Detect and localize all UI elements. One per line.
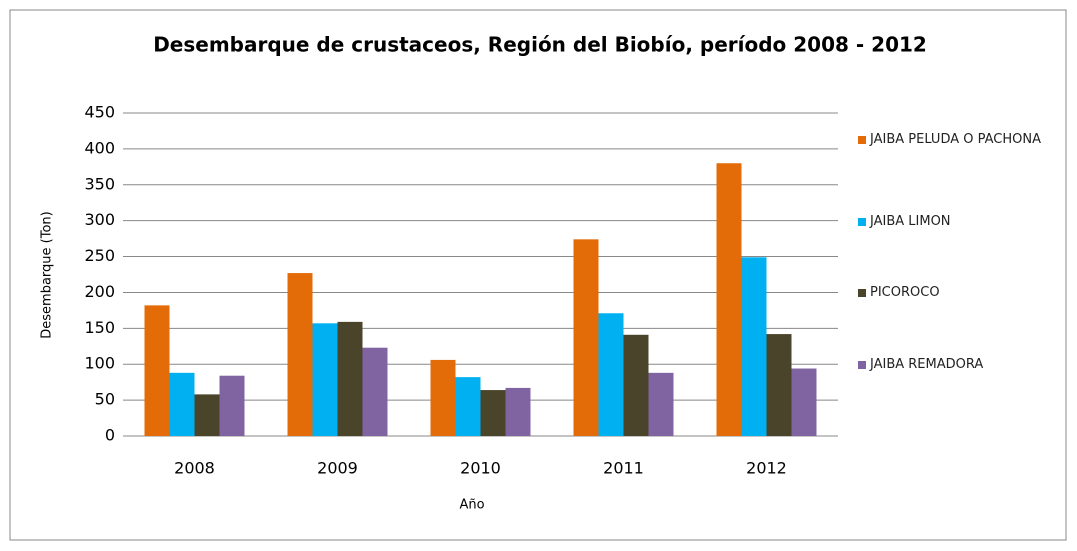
bar: [766, 334, 792, 436]
y-axis-label: Desembarque (Ton): [40, 211, 55, 338]
bar: [505, 387, 531, 436]
chart-title: Desembarque de crustaceos, Región del Bi…: [153, 33, 927, 57]
x-tick-label: 2011: [603, 459, 644, 478]
bar: [144, 305, 170, 436]
bar: [648, 372, 674, 436]
legend-label: JAIBA LIMON: [870, 214, 951, 229]
bar: [430, 359, 456, 436]
legend-swatch: [858, 136, 866, 144]
bar: [362, 347, 388, 436]
bar: [219, 375, 245, 436]
x-tick-label: 2010: [460, 459, 501, 478]
x-tick-label: 2012: [746, 459, 787, 478]
legend-label: JAIBA PELUDA O PACHONA: [870, 132, 1041, 147]
y-tick-label: 150: [84, 318, 115, 337]
x-tick-label: 2008: [174, 459, 215, 478]
x-tick-label: 2009: [317, 459, 358, 478]
bar: [337, 321, 363, 436]
x-axis-label: Año: [459, 498, 484, 513]
y-tick-label: 450: [84, 103, 115, 122]
legend-swatch: [858, 289, 866, 297]
bar: [287, 273, 313, 436]
y-tick-label: 0: [105, 426, 115, 445]
y-tick-label: 50: [95, 390, 115, 409]
bar: [169, 372, 195, 436]
bar: [312, 323, 338, 436]
bar: [623, 334, 649, 436]
y-tick-label: 200: [84, 282, 115, 301]
bar: [455, 377, 481, 436]
y-tick-label: 400: [84, 138, 115, 157]
bar: [480, 390, 506, 436]
y-tick-label: 250: [84, 246, 115, 265]
legend-label: PICOROCO: [870, 285, 940, 300]
y-tick-label: 100: [84, 354, 115, 373]
bar: [598, 313, 624, 436]
chart-border: [9, 9, 1067, 541]
legend-label: JAIBA REMADORA: [870, 357, 984, 372]
y-tick-label: 300: [84, 210, 115, 229]
bar: [791, 368, 817, 436]
legend-swatch: [858, 218, 866, 226]
y-tick-label: 350: [84, 174, 115, 193]
bar: [741, 257, 767, 436]
bar: [194, 394, 220, 436]
legend-swatch: [858, 361, 866, 369]
bar: [573, 239, 599, 436]
bar: [716, 163, 742, 436]
